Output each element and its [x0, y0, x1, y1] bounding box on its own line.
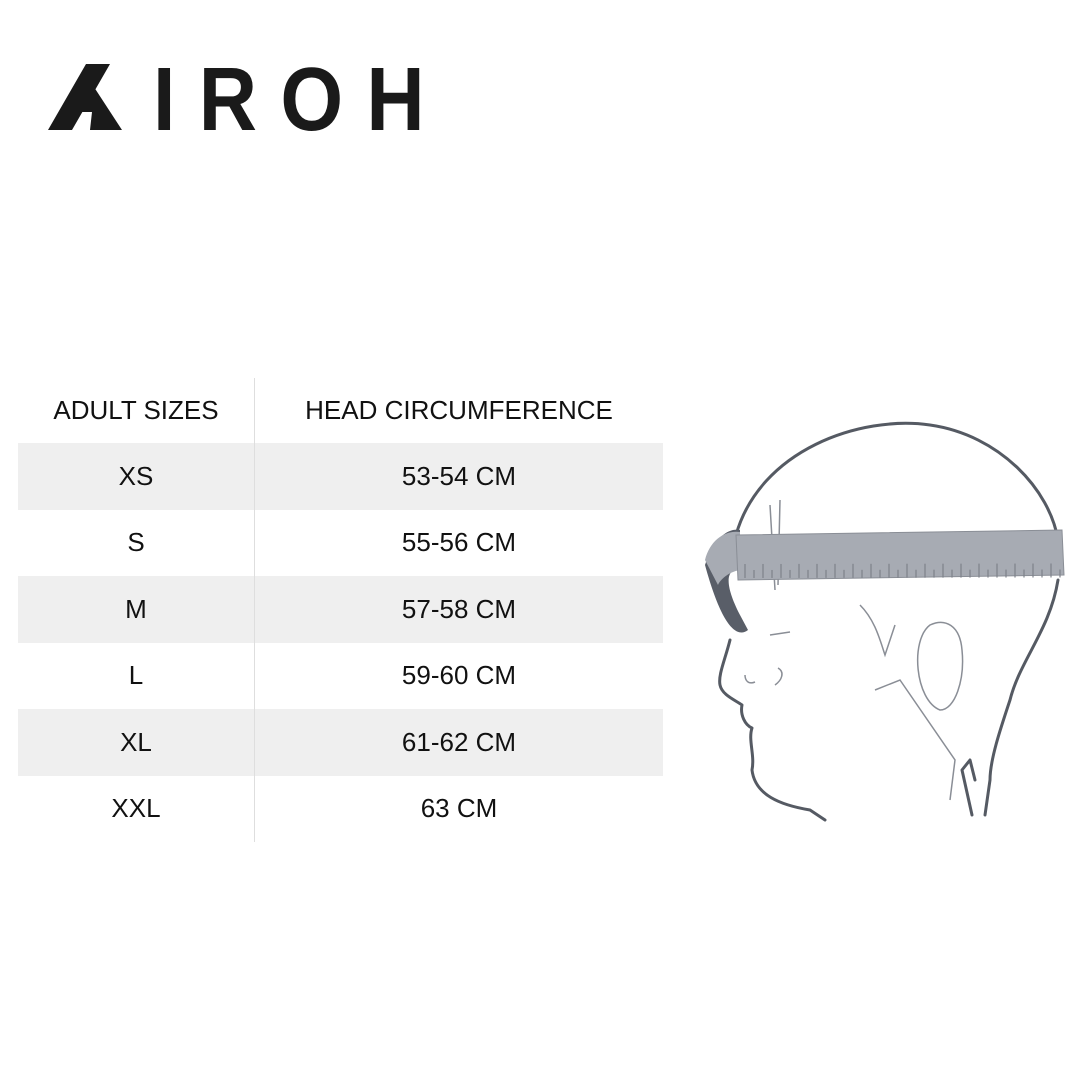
size-cell: XL	[18, 709, 255, 776]
size-cell: XS	[18, 443, 255, 510]
circumference-cell: 55-56 CM	[401, 527, 517, 558]
circumference-cell: 61-62 CM	[401, 726, 517, 757]
airoh-logo: IROH	[48, 62, 448, 132]
head-measuring-illustration	[705, 421, 1065, 822]
size-cell: L	[18, 642, 255, 709]
size-cell: M	[18, 576, 255, 643]
size-cell: S	[18, 509, 255, 576]
svg-text:IROH: IROH	[153, 62, 448, 132]
header-head-circumference: HEAD CIRCUMFERENCE	[305, 395, 613, 425]
circumference-cell: 59-60 CM	[401, 660, 517, 691]
circumference-cell: 53-54 CM	[401, 460, 517, 491]
table-row: L 59-60 CM	[18, 642, 663, 709]
circumference-cell: 57-58 CM	[401, 593, 517, 624]
table-header: ADULT SIZES HEAD CIRCUMFERENCE	[18, 378, 663, 443]
table-row: XXL 63 CM	[18, 775, 663, 842]
header-adult-sizes: ADULT SIZES	[18, 378, 255, 443]
table-row: S 55-56 CM	[18, 509, 663, 576]
table-row: M 57-58 CM	[18, 576, 663, 643]
circumference-cell: 63 CM	[420, 793, 498, 824]
size-cell: XXL	[18, 775, 255, 842]
table-row: XS 53-54 CM	[18, 443, 663, 510]
table-row: XL 61-62 CM	[18, 709, 663, 776]
size-table: ADULT SIZES HEAD CIRCUMFERENCE XS 53-54 …	[18, 378, 663, 842]
